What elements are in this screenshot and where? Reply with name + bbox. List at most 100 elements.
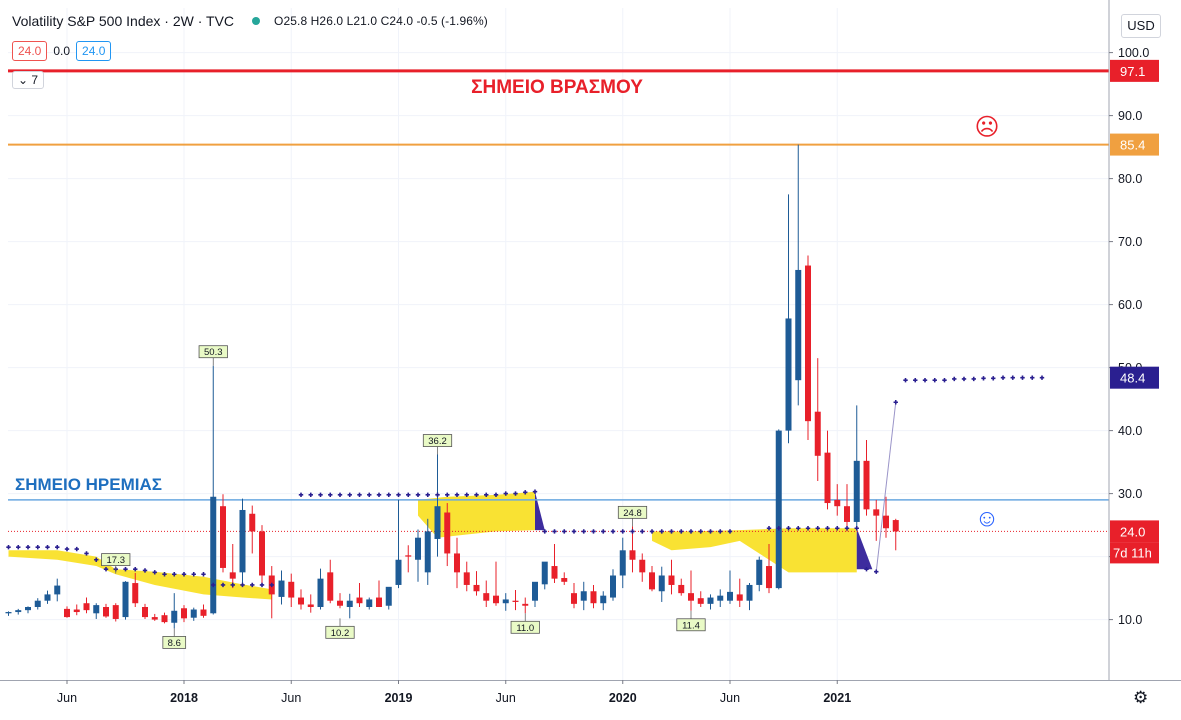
candle-body <box>239 509 246 573</box>
candle-body <box>444 512 451 554</box>
sar-marker <box>142 568 148 573</box>
candle-body <box>424 531 431 573</box>
sar-marker <box>952 376 957 382</box>
candle-body <box>54 585 61 595</box>
collapse-count: 7 <box>31 73 39 87</box>
sar-marker <box>152 570 157 575</box>
sar-marker <box>571 529 577 534</box>
candle-body <box>337 600 343 606</box>
sar-marker <box>591 529 596 534</box>
sar-marker <box>94 557 99 562</box>
sar-marker <box>922 378 928 383</box>
price-tick-label: 100.0 <box>1118 46 1149 60</box>
candle-body <box>327 572 334 601</box>
candle-body <box>5 612 12 614</box>
extreme-label-text: 17.3 <box>107 555 126 566</box>
sar-marker <box>415 492 421 498</box>
sar-marker <box>454 492 460 498</box>
candle-body <box>34 600 41 607</box>
indicators-collapse-button[interactable]: ⌄ 7 <box>12 71 45 89</box>
sar-marker <box>191 572 196 577</box>
sar-marker <box>796 526 801 531</box>
price-tick-label: 10.0 <box>1118 613 1142 627</box>
happy-face-icon: ☺ <box>975 505 1000 532</box>
extreme-label-text: 11.4 <box>682 620 700 631</box>
sar-marker <box>211 582 216 588</box>
candle-body <box>405 555 412 557</box>
candle-body <box>376 597 382 607</box>
candle-body <box>142 607 148 618</box>
sar-marker <box>493 492 499 498</box>
sar-marker <box>669 529 674 534</box>
currency-button[interactable]: USD <box>1121 14 1161 38</box>
horizontal-lines <box>8 69 1109 532</box>
candle-body <box>44 594 51 601</box>
sad-face-icon: ☹ <box>974 114 999 141</box>
candle-body <box>834 499 841 507</box>
sar-marker <box>172 572 177 577</box>
sar-marker <box>386 492 391 498</box>
sar-marker <box>688 529 694 534</box>
extreme-label-text: 10.2 <box>331 628 350 639</box>
sar-price-tag-text: 48.4 <box>1120 371 1145 386</box>
candle-body <box>580 591 587 601</box>
sar-marker <box>562 529 567 534</box>
candle-body <box>619 550 626 576</box>
last-price-tag-box <box>1110 520 1159 543</box>
candle-body <box>112 605 119 619</box>
sar-marker <box>552 529 557 534</box>
candle-body <box>766 566 772 589</box>
sar-marker <box>181 572 187 577</box>
sar-marker <box>318 492 323 498</box>
sar-marker <box>259 582 265 588</box>
candle-body <box>717 595 724 601</box>
candle-body <box>454 553 460 573</box>
candle-body <box>15 610 22 613</box>
candle-body <box>395 559 402 585</box>
settings-gear-icon[interactable]: ⚙ <box>1133 688 1149 707</box>
sar-marker <box>981 376 986 381</box>
sar-marker <box>367 492 372 498</box>
sar-marker <box>835 526 840 531</box>
candle-body <box>658 575 665 592</box>
symbol-title[interactable]: Volatility S&P 500 Index · 2W · TVC <box>12 13 235 29</box>
indicator-value-1[interactable]: 24.0 <box>12 41 48 61</box>
candle-body <box>502 599 509 604</box>
candle-body <box>493 595 499 604</box>
candle-body <box>571 593 577 604</box>
sar-marker <box>727 529 733 534</box>
peak-price-tag-box <box>1110 133 1159 156</box>
candle-body <box>795 269 802 381</box>
indicator-value-3[interactable]: 24.0 <box>76 41 112 61</box>
header-bar: Volatility S&P 500 Index · 2W · TVC O25.… <box>12 13 488 29</box>
candle-body <box>122 581 129 618</box>
sar-marker <box>1000 375 1006 380</box>
candle-body <box>600 595 607 604</box>
candle-body <box>590 591 597 604</box>
candle-body <box>103 607 109 617</box>
sar-marker <box>786 526 791 531</box>
candle-body <box>73 609 80 613</box>
candle-body <box>25 607 31 611</box>
chevron-down-icon: ⌄ <box>18 73 29 87</box>
candle-body <box>736 594 743 601</box>
candle-body <box>532 581 538 601</box>
candle-body <box>93 605 100 614</box>
candle-body <box>873 509 880 516</box>
candle-body <box>853 460 860 522</box>
sar-marker <box>435 492 440 498</box>
candle-body <box>434 506 441 539</box>
indicator-value-2: 0.0 <box>53 44 71 58</box>
candle-body <box>415 537 421 560</box>
extreme-label-box <box>510 620 540 634</box>
sar-marker <box>844 526 850 531</box>
sar-marker <box>825 526 830 531</box>
sar-marker <box>610 529 616 534</box>
candle-body <box>688 593 694 601</box>
candle-body <box>678 584 685 594</box>
sar-marker <box>523 490 528 495</box>
sar-marker <box>162 572 167 577</box>
sar-connector <box>875 402 897 572</box>
candle-body <box>298 597 304 605</box>
